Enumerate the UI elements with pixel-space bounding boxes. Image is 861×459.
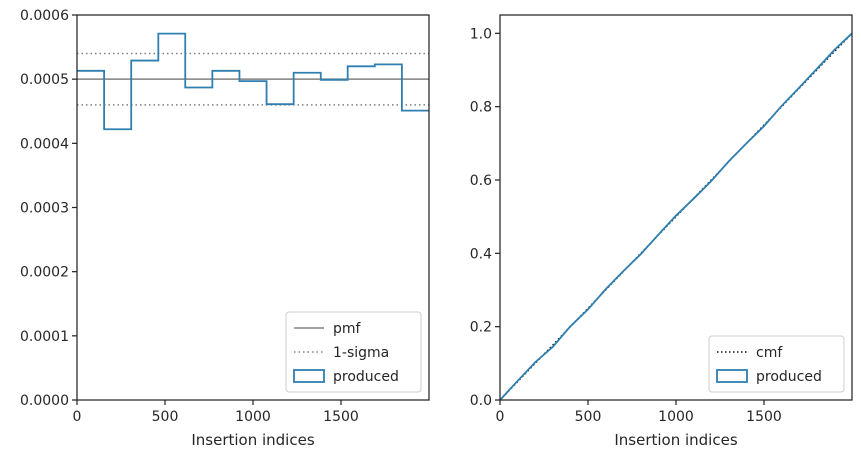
legend-label-pmf: pmf: [333, 321, 362, 337]
chart-right-cmf: 0 500 1000 1500 0.0 0.2 0.4 0.6 0.8 1.0 Insertion …: [470, 14, 853, 449]
legend-box: [708, 335, 845, 393]
x-axis-label: Insertion indices: [191, 431, 314, 449]
y-tick-label: 0.4: [470, 246, 492, 262]
x-tick-label: 1500: [746, 409, 782, 425]
legend: cmf produced: [708, 335, 845, 393]
x-tick-label: 0: [73, 409, 82, 425]
x-tick-label: 0: [496, 409, 505, 425]
legend-swatch-produced: [716, 369, 748, 383]
series-produced: [499, 32, 853, 401]
y-tick-label: 0.0005: [20, 72, 69, 88]
x-axis-label: Insertion indices: [614, 431, 737, 449]
y-tick-label: 1.0: [470, 26, 492, 42]
legend-label-produced: produced: [333, 369, 399, 385]
legend-box: [285, 311, 422, 393]
y-tick-label: 0.0000: [20, 393, 69, 409]
legend-label-1-sigma: 1-sigma: [333, 345, 389, 361]
y-tick-label: 0.0006: [20, 8, 69, 24]
y-tick-label: 0.0003: [20, 201, 69, 217]
y-tick-label: 0.0004: [20, 136, 69, 152]
y-tick-label: 0.6: [470, 173, 492, 189]
y-tick-label: 0.0: [470, 393, 492, 409]
x-tick-label: 500: [575, 409, 602, 425]
x-tick-label: 1500: [323, 409, 359, 425]
legend-label-cmf: cmf: [756, 345, 783, 361]
legend-label-produced: produced: [756, 369, 822, 385]
y-tick-label: 0.2: [470, 320, 492, 336]
x-tick-label: 500: [152, 409, 179, 425]
x-tick-label: 1000: [235, 409, 271, 425]
x-tick-label: 1000: [658, 409, 694, 425]
chart-left-pmf: 0 500 1000 1500 0.0000 0.0001 0.0002 0.0003 0.00…: [20, 8, 430, 449]
y-tick-label: 0.0002: [20, 265, 69, 281]
legend: pmf 1-sigma produced: [285, 311, 422, 393]
y-tick-label: 0.8: [470, 100, 492, 116]
y-tick-label: 0.0001: [20, 329, 69, 345]
legend-swatch-produced: [293, 369, 325, 383]
series-produced: [77, 32, 429, 131]
